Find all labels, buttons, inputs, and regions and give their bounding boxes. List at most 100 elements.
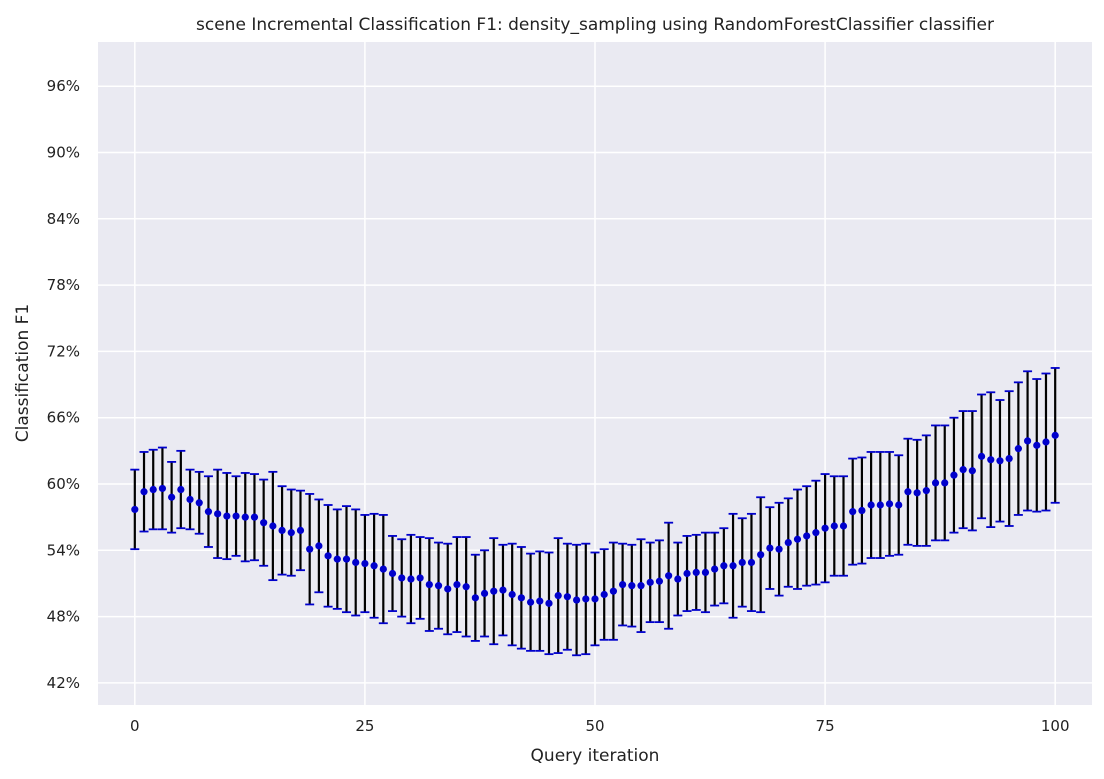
- data-point: [149, 485, 157, 494]
- data-point: [637, 582, 645, 590]
- data-point: [1023, 437, 1032, 445]
- data-point: [591, 595, 599, 603]
- data-point: [959, 466, 967, 474]
- data-point: [333, 555, 341, 563]
- data-point: [1042, 438, 1050, 446]
- data-point: [269, 522, 277, 530]
- data-point: [867, 501, 875, 509]
- data-point: [941, 479, 949, 487]
- y-tick-label: 60%: [47, 475, 80, 493]
- data-point: [665, 572, 673, 580]
- data-point: [232, 512, 240, 520]
- data-point: [738, 558, 746, 567]
- data-point: [812, 529, 820, 537]
- data-point: [821, 524, 829, 532]
- data-point: [996, 457, 1004, 465]
- data-point: [931, 479, 940, 487]
- data-point: [545, 599, 553, 607]
- data-point: [775, 545, 783, 553]
- data-point: [287, 529, 295, 537]
- data-point: [195, 499, 203, 507]
- data-point: [849, 508, 857, 516]
- data-point: [987, 456, 995, 464]
- data-point: [177, 485, 185, 494]
- data-point: [168, 493, 176, 501]
- data-point: [913, 489, 921, 497]
- data-point: [904, 488, 912, 496]
- data-point: [968, 467, 976, 475]
- y-tick-label: 42%: [47, 674, 80, 692]
- data-point: [416, 574, 424, 582]
- data-point: [370, 562, 378, 570]
- data-point: [950, 471, 958, 479]
- data-point: [278, 526, 286, 535]
- data-point: [526, 598, 535, 606]
- data-point: [1051, 431, 1059, 439]
- y-axis-label: Classification F1: [13, 304, 33, 442]
- data-point: [517, 594, 525, 602]
- data-point: [692, 568, 700, 577]
- data-point: [711, 565, 719, 573]
- data-points: [131, 431, 1059, 607]
- data-point: [784, 538, 792, 547]
- data-point: [858, 506, 866, 515]
- data-point: [729, 562, 737, 570]
- x-tick-label: 0: [130, 717, 140, 735]
- data-point: [1033, 441, 1041, 449]
- data-point: [554, 592, 562, 600]
- data-point: [876, 501, 884, 509]
- data-point: [214, 510, 222, 518]
- x-axis-label: Query iteration: [531, 746, 660, 766]
- data-point: [140, 488, 148, 496]
- data-point: [655, 577, 664, 585]
- data-point: [480, 589, 489, 597]
- data-point: [646, 578, 654, 586]
- data-point: [324, 552, 332, 560]
- data-point: [793, 535, 802, 543]
- data-point: [260, 519, 268, 527]
- data-point: [977, 452, 986, 460]
- data-point: [296, 526, 305, 535]
- data-point: [352, 558, 360, 567]
- data-point: [315, 542, 323, 550]
- y-tick-label: 78%: [47, 276, 80, 294]
- data-point: [683, 569, 691, 578]
- data-point: [1005, 454, 1013, 463]
- data-point: [582, 595, 590, 603]
- y-tick-labels: 42% 48% 54% 60% 66% 72% 78% 84% 90% 96%: [47, 77, 80, 692]
- data-point: [434, 582, 443, 590]
- data-point: [425, 580, 433, 589]
- data-point: [563, 593, 571, 601]
- data-point: [830, 522, 838, 530]
- data-point: [453, 580, 461, 589]
- data-point: [361, 559, 369, 568]
- data-point: [379, 565, 387, 573]
- x-tick-label: 100: [1041, 717, 1070, 735]
- data-point: [306, 545, 314, 553]
- data-point: [766, 544, 774, 552]
- y-tick-label: 66%: [47, 409, 80, 427]
- data-point: [803, 532, 811, 540]
- data-point: [885, 500, 894, 508]
- x-tick-label: 25: [355, 717, 374, 735]
- data-point: [508, 590, 516, 599]
- data-point: [241, 513, 249, 521]
- data-point: [619, 580, 627, 589]
- y-tick-label: 84%: [47, 210, 80, 228]
- data-point: [536, 597, 544, 605]
- data-point: [674, 575, 682, 583]
- data-point: [388, 569, 397, 578]
- data-point: [895, 501, 903, 509]
- data-point: [204, 508, 213, 516]
- data-point: [922, 487, 930, 495]
- x-tick-label: 75: [816, 717, 835, 735]
- data-point: [701, 568, 710, 577]
- y-tick-label: 72%: [47, 342, 80, 360]
- data-point: [609, 587, 618, 595]
- y-tick-label: 96%: [47, 77, 80, 95]
- data-point: [572, 596, 581, 604]
- data-point: [462, 583, 470, 591]
- x-tick-labels: 0 25 50 75 100: [130, 717, 1069, 735]
- data-point: [839, 522, 848, 530]
- data-point: [250, 513, 259, 521]
